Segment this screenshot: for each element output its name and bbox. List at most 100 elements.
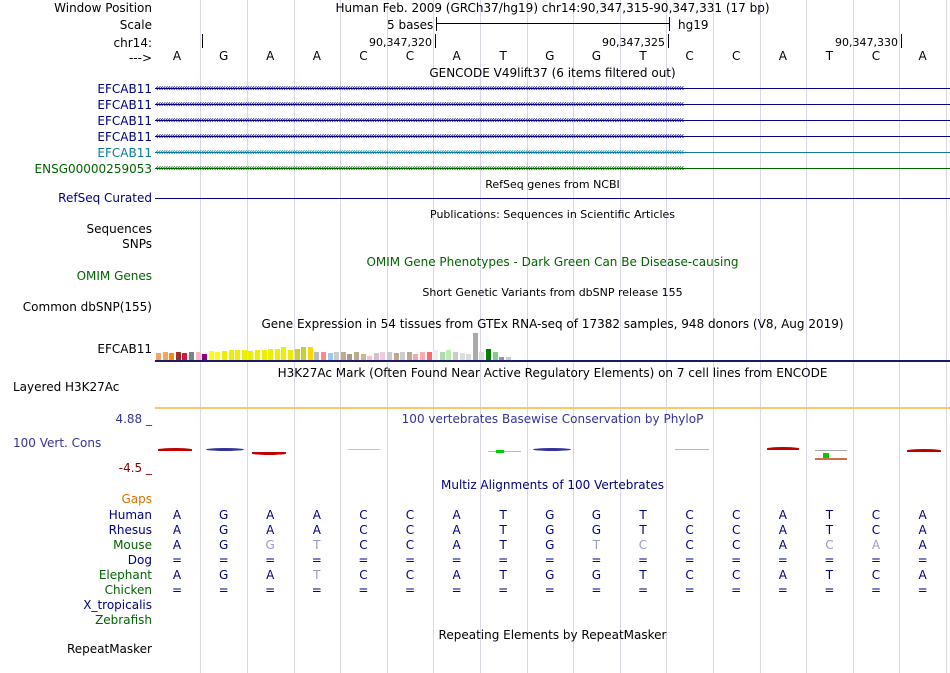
gtex-tissue-bar[interactable] <box>505 357 511 360</box>
gene-label[interactable]: EFCAB11 <box>97 82 152 96</box>
phylop-label[interactable]: 100 Vert. Cons <box>13 436 102 450</box>
gtex-tissue-bar[interactable] <box>202 354 208 360</box>
phylop-title[interactable]: 100 vertebrates Basewise Conservation by… <box>401 412 704 426</box>
gene-line[interactable] <box>155 168 950 169</box>
gtex-tissue-bar[interactable] <box>453 352 458 360</box>
gtex-tissue-bar[interactable] <box>334 352 340 360</box>
gene-line[interactable] <box>155 88 950 89</box>
species-label[interactable]: Zebrafish <box>95 613 152 627</box>
gtex-tissue-bar[interactable] <box>169 353 175 360</box>
gtex-tissue-bar[interactable] <box>294 349 300 360</box>
gene-line[interactable] <box>155 120 950 121</box>
gtex-label[interactable]: EFCAB11 <box>97 342 152 356</box>
gtex-tissue-bar[interactable] <box>400 352 406 360</box>
gene-label[interactable]: EFCAB11 <box>97 114 152 128</box>
alignment-base: A <box>452 508 461 522</box>
dbsnp-label[interactable]: Common dbSNP(155) <box>22 300 152 314</box>
alignment-base: A <box>918 568 927 582</box>
gtex-tissue-bar[interactable] <box>426 352 432 360</box>
gene-line[interactable] <box>155 104 950 105</box>
gtex-tissue-bar[interactable] <box>189 352 194 360</box>
gtex-tissue-bar[interactable] <box>472 333 478 360</box>
gene-label[interactable]: EFCAB11 <box>97 98 152 112</box>
gtex-tissue-bar[interactable] <box>340 352 346 360</box>
gtex-tissue-bar[interactable] <box>420 352 425 360</box>
publications-title[interactable]: Publications: Sequences in Scientific Ar… <box>430 208 675 221</box>
species-label[interactable]: Mouse <box>113 538 152 552</box>
gtex-tissue-bar[interactable] <box>373 353 379 360</box>
gtex-tissue-bar[interactable] <box>175 352 181 360</box>
gtex-tissue-bar[interactable] <box>307 347 313 360</box>
gtex-bar-chart[interactable] <box>155 330 950 360</box>
repeatmasker-title[interactable]: Repeating Elements by RepeatMasker <box>438 628 667 642</box>
gtex-tissue-bar[interactable] <box>486 349 491 360</box>
gtex-tissue-bar[interactable] <box>281 347 287 360</box>
gtex-tissue-bar[interactable] <box>439 352 445 360</box>
gtex-tissue-bar[interactable] <box>255 350 260 360</box>
repeatmasker-label[interactable]: RepeatMasker <box>66 642 152 656</box>
gtex-tissue-bar[interactable] <box>195 352 201 360</box>
gene-line[interactable] <box>155 152 950 153</box>
gtex-tissue-bar[interactable] <box>446 350 452 360</box>
gtex-tissue-bar[interactable] <box>208 351 214 360</box>
gtex-tissue-bar[interactable] <box>459 353 465 360</box>
gtex-tissue-bar[interactable] <box>162 352 168 360</box>
gtex-tissue-bar[interactable] <box>248 351 254 360</box>
gtex-tissue-bar[interactable] <box>301 347 307 360</box>
h3k27ac-title[interactable]: H3K27Ac Mark (Often Found Near Active Re… <box>277 366 828 380</box>
sequences-label[interactable]: Sequences <box>86 222 152 236</box>
gtex-tissue-bar[interactable] <box>228 350 234 360</box>
gtex-tissue-bar[interactable] <box>433 350 439 360</box>
gtex-tissue-bar[interactable] <box>380 352 386 360</box>
gtex-tissue-bar[interactable] <box>215 352 221 360</box>
gtex-tissue-bar[interactable] <box>288 350 293 360</box>
gene-label[interactable]: EFCAB11 <box>97 146 152 160</box>
species-label[interactable]: X_tropicalis <box>83 598 152 612</box>
gtex-tissue-bar[interactable] <box>479 352 485 360</box>
gtex-tissue-bar[interactable] <box>354 352 359 360</box>
gtex-tissue-bar[interactable] <box>387 352 392 360</box>
species-label[interactable]: Chicken <box>104 583 152 597</box>
gtex-tissue-bar[interactable] <box>327 353 333 360</box>
dbsnp-title[interactable]: Short Genetic Variants from dbSNP releas… <box>422 286 683 299</box>
gene-line[interactable] <box>155 136 950 137</box>
gtex-tissue-bar[interactable] <box>182 353 188 360</box>
refseq-gene-line[interactable] <box>155 198 950 199</box>
omim-title[interactable]: OMIM Gene Phenotypes - Dark Green Can Be… <box>366 255 739 269</box>
gtex-tissue-bar[interactable] <box>314 352 320 360</box>
gtex-tissue-bar[interactable] <box>367 356 373 360</box>
gtex-tissue-bar[interactable] <box>413 354 419 360</box>
species-label[interactable]: Rhesus <box>108 523 152 537</box>
gtex-tissue-bar[interactable] <box>261 350 267 360</box>
gtex-tissue-bar[interactable] <box>406 352 412 360</box>
track-image-panel[interactable]: Human Feb. 2009 (GRCh37/hg19) chr14:90,3… <box>155 0 950 673</box>
gene-label[interactable]: EFCAB11 <box>97 130 152 144</box>
species-label[interactable]: Dog <box>127 553 152 567</box>
h3k27ac-label[interactable]: Layered H3K27Ac <box>13 380 120 394</box>
gencode-title[interactable]: GENCODE V49lift37 (6 items filtered out) <box>429 66 676 80</box>
gtex-tissue-bar[interactable] <box>156 353 161 360</box>
multiz-title[interactable]: Multiz Alignments of 100 Vertebrates <box>440 478 665 492</box>
gene-label[interactable]: ENSG00000259053 <box>34 162 152 176</box>
gtex-tissue-bar[interactable] <box>235 350 241 360</box>
gtex-tissue-bar[interactable] <box>360 354 366 360</box>
gtex-tissue-bar[interactable] <box>274 349 280 360</box>
species-label[interactable]: Elephant <box>98 568 152 582</box>
gtex-tissue-bar[interactable] <box>393 353 399 360</box>
gtex-tissue-bar[interactable] <box>347 354 353 360</box>
gtex-tissue-bar[interactable] <box>222 351 227 360</box>
species-label[interactable]: Human <box>108 508 152 522</box>
gtex-tissue-bar[interactable] <box>492 352 498 360</box>
gtex-tissue-bar[interactable] <box>241 350 247 360</box>
omim-label[interactable]: OMIM Genes <box>76 269 152 283</box>
snps-label[interactable]: SNPs <box>122 237 152 251</box>
gtex-tissue-bar[interactable] <box>268 349 274 360</box>
refseq-label[interactable]: RefSeq Curated <box>58 191 152 205</box>
scale-bar-left-tick <box>436 17 437 31</box>
refseq-title[interactable]: RefSeq genes from NCBI <box>485 178 620 191</box>
gtex-tissue-bar[interactable] <box>466 354 472 360</box>
gtex-title[interactable]: Gene Expression in 54 tissues from GTEx … <box>261 317 844 331</box>
gtex-tissue-bar[interactable] <box>321 352 326 360</box>
alignment-base: A <box>918 508 927 522</box>
gtex-tissue-bar[interactable] <box>499 357 505 360</box>
